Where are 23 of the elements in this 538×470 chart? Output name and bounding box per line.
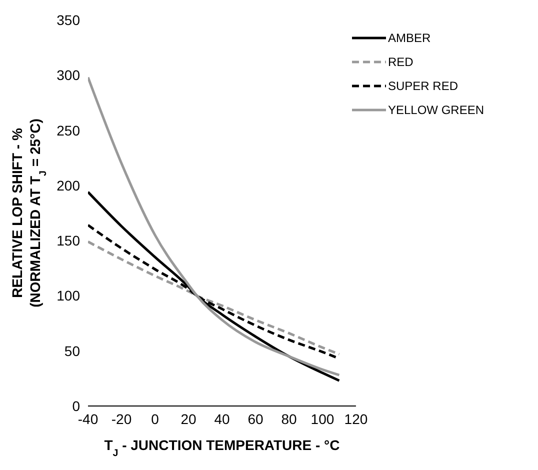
- x-tick-label: 40: [214, 410, 230, 427]
- x-tick-label: 0: [151, 410, 160, 427]
- x-tick-label: 60: [248, 410, 264, 427]
- x-tick-label: 120: [344, 410, 368, 427]
- y-tick-label: 300: [56, 67, 80, 84]
- legend-label: AMBER: [388, 31, 431, 45]
- x-axis-title: T$_{J}$ - JUNCTION TEMPERATURE - °C: [104, 437, 340, 458]
- y-tick-label: 200: [56, 177, 80, 194]
- x-tick-label: -20: [111, 410, 132, 427]
- y-tick-label: 50: [64, 342, 80, 359]
- x-tick-label: -40: [78, 410, 98, 427]
- legend-label: YELLOW GREEN: [388, 103, 484, 117]
- x-tick-label: 80: [281, 410, 297, 427]
- y-tick-label: 0: [72, 398, 80, 414]
- y-tick-label: 350: [56, 12, 80, 28]
- y-tick-label: 100: [56, 288, 80, 304]
- x-tick-label: 100: [310, 410, 334, 427]
- legend-label: RED: [388, 55, 414, 69]
- x-tick-label: 20: [180, 410, 196, 427]
- y-tick-label: 250: [56, 122, 80, 138]
- legend-label: SUPER RED: [388, 79, 458, 93]
- line-series: [88, 76, 340, 376]
- y-tick-label: 150: [56, 232, 80, 249]
